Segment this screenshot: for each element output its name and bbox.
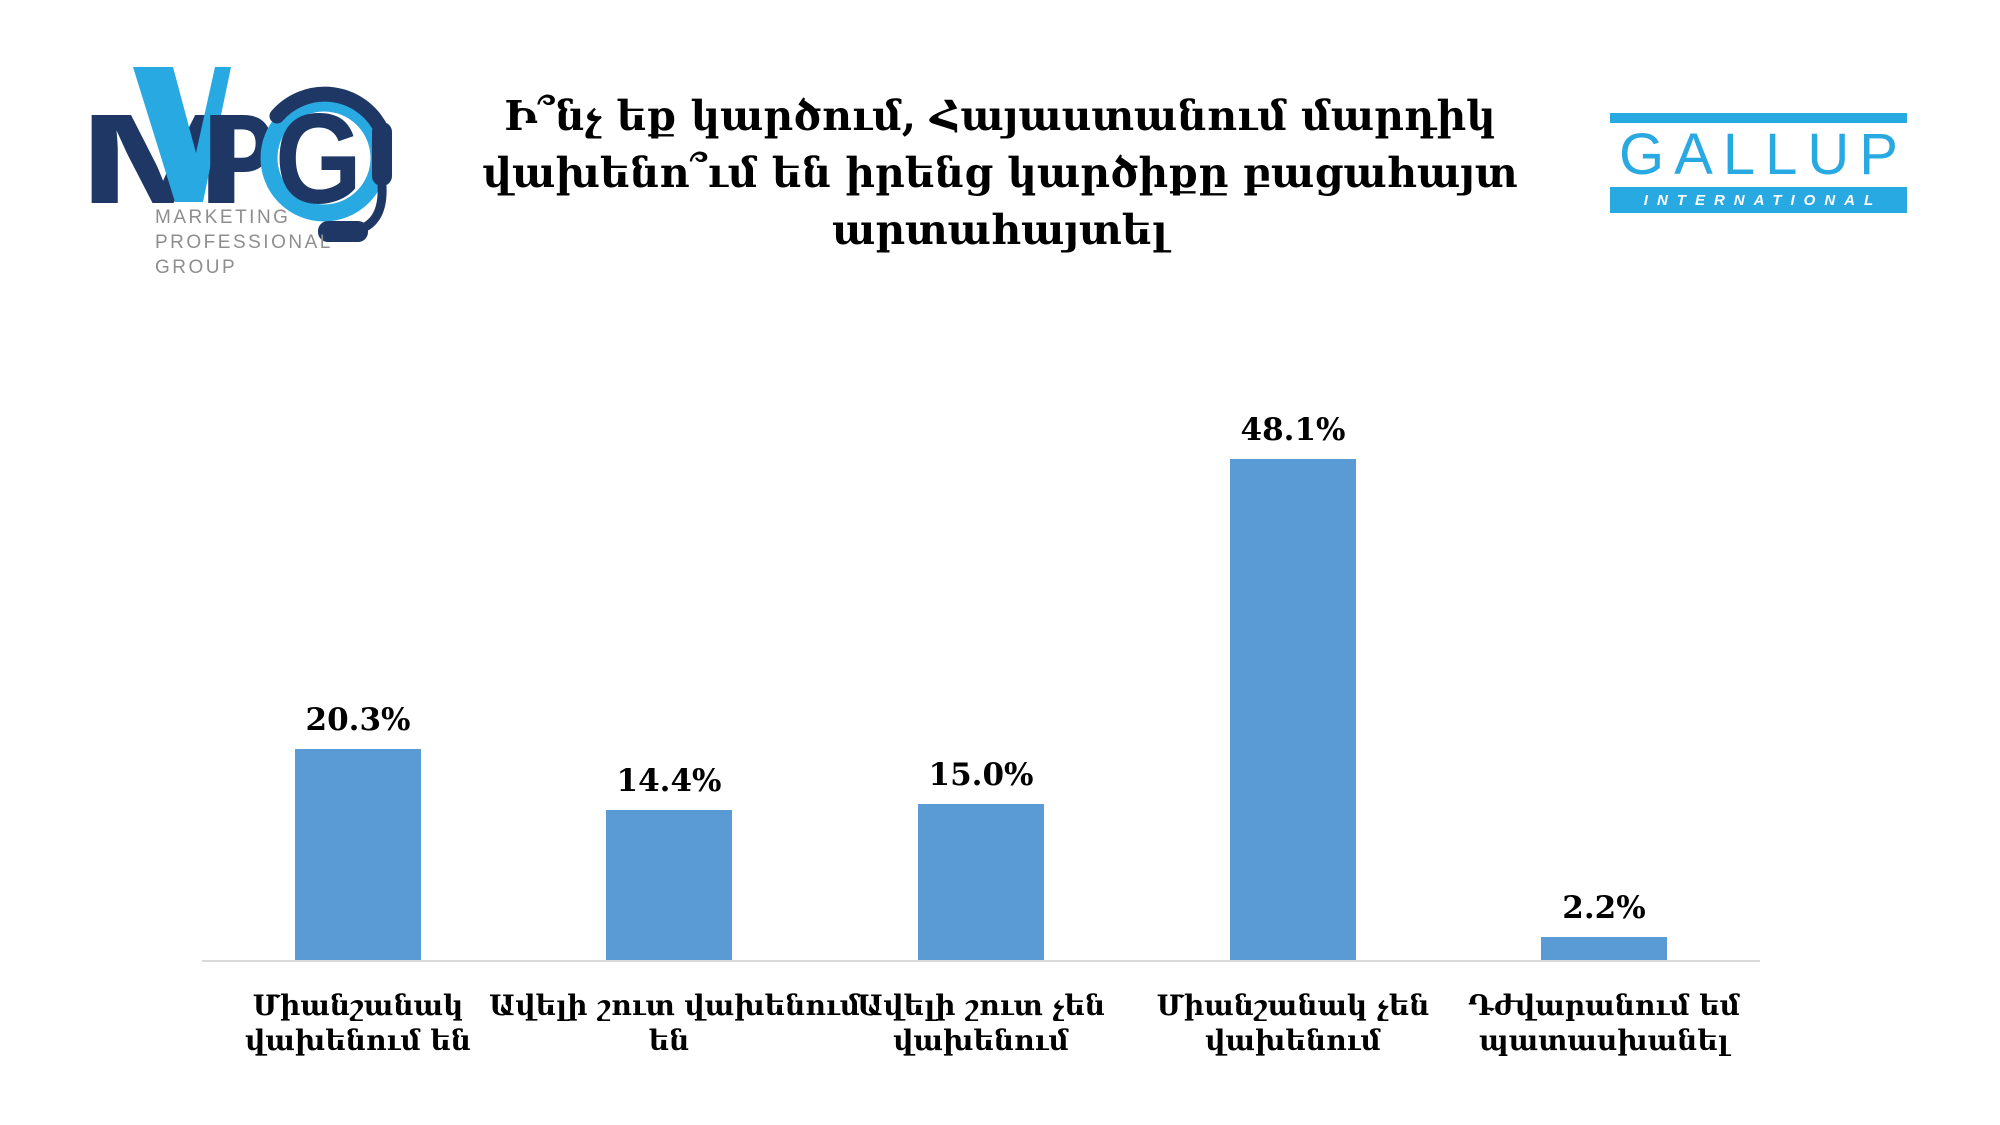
category-label-0: Միանշանակ վախենում են: [245, 989, 471, 1057]
mpg-sub-line-1: MARKETING: [155, 207, 290, 228]
mpg-mic-icon: [318, 221, 368, 242]
gallup-logo: GALLUP INTERNATIONAL: [1610, 113, 1907, 213]
bar-3: [1230, 459, 1356, 960]
gallup-wordmark: GALLUP: [1619, 122, 1908, 187]
gallup-top-bar: [1610, 113, 1907, 123]
bar-4: [1541, 937, 1667, 960]
mpg-logo: M P G MARKETING PROFESSIONAL GROUP: [78, 67, 392, 278]
chart-title-line-3: արտահայտել: [832, 206, 1168, 254]
bar-chart: 20.3% 14.4% 15.0% 48.1% 2.2%: [202, 330, 1760, 962]
bar-2: [918, 804, 1044, 960]
bar-value-label-2: 15.0%: [928, 757, 1034, 793]
category-label-3: Միանշանակ չեն վախենում: [1156, 989, 1430, 1057]
gallup-international-bar: INTERNATIONAL: [1610, 187, 1907, 213]
mpg-headband-icon: [269, 86, 390, 139]
bar-value-label-3: 48.1%: [1240, 412, 1346, 448]
mpg-earpiece-icon: [372, 122, 392, 186]
category-label-4: Դժվարանում եմ պատասխանել: [1468, 989, 1740, 1057]
bar-0: [295, 749, 421, 960]
gallup-international-label: INTERNATIONAL: [1643, 192, 1883, 209]
mpg-sub-line-2: PROFESSIONAL: [155, 232, 333, 253]
bar-value-label-0: 20.3%: [305, 702, 411, 738]
chart-title: Ի՞նչ եք կարծում, Հայաստանում մարդիկ վախե…: [450, 88, 1550, 259]
chart-title-line-2: վախենո՞ւմ են իրենց կարծիքը բացահայտ: [482, 149, 1518, 197]
category-labels: Միանշանակ վախենում են Ավելի շուտ վախենում ե…: [202, 988, 1760, 1078]
bar-value-label-1: 14.4%: [616, 763, 722, 799]
category-label-2: Ավելի շուտ չեն վախենում: [857, 989, 1105, 1057]
mpg-sub-line-3: GROUP: [155, 257, 237, 278]
mpg-check-icon: [133, 67, 231, 202]
category-label-1: Ավելի շուտ վախենում են: [489, 989, 860, 1057]
bar-1: [606, 810, 732, 960]
chart-title-line-1: Ի՞նչ եք կարծում, Հայաստանում մարդիկ: [504, 92, 1496, 140]
x-axis-line: [202, 960, 1760, 962]
bar-value-label-4: 2.2%: [1562, 890, 1646, 926]
